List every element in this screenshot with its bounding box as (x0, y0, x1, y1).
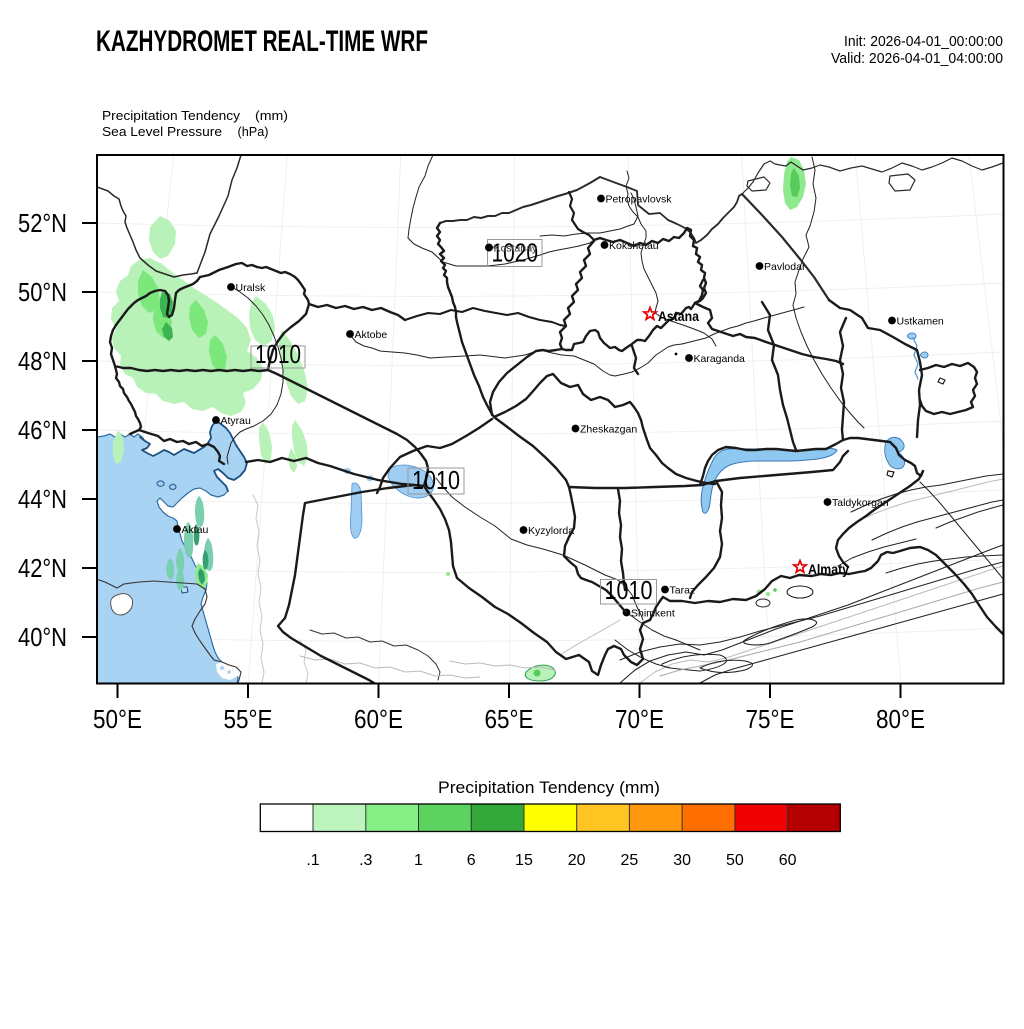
svg-text:50°N: 50°N (18, 279, 67, 307)
svg-text:KAZHYDROMET REAL-TIME WRF: KAZHYDROMET REAL-TIME WRF (96, 25, 428, 58)
svg-text:20: 20 (568, 852, 586, 869)
svg-text:Valid: 2026-04-01_04:00:00: Valid: 2026-04-01_04:00:00 (831, 51, 1003, 67)
svg-text:1010: 1010 (255, 339, 301, 369)
svg-text:Pavlodar: Pavlodar (764, 261, 806, 273)
svg-text:.1: .1 (306, 852, 319, 869)
svg-text:15: 15 (515, 852, 533, 869)
svg-text:Petropavlovsk: Petropavlovsk (606, 194, 673, 206)
svg-text:46°N: 46°N (18, 417, 67, 445)
svg-text:Kostanay: Kostanay (494, 243, 539, 255)
svg-text:44°N: 44°N (18, 486, 67, 514)
svg-text:6: 6 (467, 852, 476, 869)
svg-text:80°E: 80°E (876, 706, 925, 734)
svg-text:48°N: 48°N (18, 348, 67, 376)
svg-text:Taraz: Taraz (670, 585, 696, 597)
svg-text:Taldykorgan: Taldykorgan (832, 497, 889, 509)
svg-text:Aktobe: Aktobe (355, 329, 388, 341)
svg-text:70°E: 70°E (615, 706, 664, 734)
svg-text:60: 60 (779, 852, 797, 869)
svg-text:Almaty: Almaty (808, 562, 849, 577)
svg-text:Kyzylorda: Kyzylorda (528, 525, 574, 537)
svg-text:(mm): (mm) (255, 109, 288, 123)
svg-text:50°E: 50°E (93, 706, 142, 734)
svg-text:55°E: 55°E (224, 706, 273, 734)
svg-text:Init: 2026-04-01_00:00:00: Init: 2026-04-01_00:00:00 (844, 34, 1003, 50)
svg-text:75°E: 75°E (746, 706, 795, 734)
svg-text:50: 50 (726, 852, 744, 869)
svg-text:30: 30 (673, 852, 691, 869)
svg-text:Zheskazgan: Zheskazgan (580, 424, 637, 436)
svg-text:Astana: Astana (658, 309, 699, 324)
svg-text:1010: 1010 (412, 465, 460, 495)
svg-text:40°N: 40°N (18, 624, 67, 652)
svg-text:1010: 1010 (605, 575, 653, 605)
svg-text:1020: 1020 (492, 238, 539, 268)
svg-text:42°N: 42°N (18, 555, 67, 583)
svg-text:65°E: 65°E (485, 706, 534, 734)
svg-text:1: 1 (414, 852, 423, 869)
svg-text:60°E: 60°E (354, 706, 403, 734)
svg-text:52°N: 52°N (18, 210, 67, 238)
svg-text:Atyrau: Atyrau (221, 415, 252, 427)
svg-text:.3: .3 (359, 852, 372, 869)
svg-text:Kostanay: Kostanay (494, 243, 539, 255)
svg-text:Precipitation Tendency (mm): Precipitation Tendency (mm) (438, 778, 660, 797)
svg-text:Aktau: Aktau (182, 524, 209, 536)
svg-text:Karaganda: Karaganda (694, 353, 746, 365)
svg-text:Sea Level Pressure: Sea Level Pressure (102, 125, 222, 139)
svg-text:(hPa): (hPa) (238, 125, 269, 139)
svg-text:25: 25 (621, 852, 639, 869)
svg-text:Precipitation Tendency: Precipitation Tendency (102, 109, 241, 123)
svg-text:Uralsk: Uralsk (236, 282, 267, 294)
svg-text:Ustkamen: Ustkamen (897, 316, 944, 328)
